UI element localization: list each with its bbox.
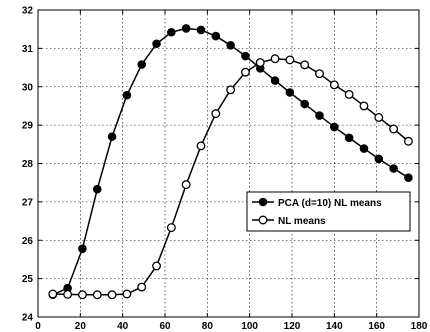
x-tick-label: 120 [284, 321, 301, 332]
data-point [122, 289, 132, 299]
x-axis-ticks: 0 20 40 60 80 100 120 140 160 180 [35, 10, 428, 332]
data-point [226, 85, 236, 95]
data-point [359, 101, 369, 111]
y-tick-label: 24 [22, 313, 34, 324]
data-point [152, 261, 161, 271]
data-point [196, 25, 206, 35]
series-1 [48, 54, 413, 300]
data-point [211, 31, 221, 41]
x-tick-label: 180 [411, 321, 428, 332]
data-point [404, 173, 413, 182]
data-point [166, 223, 176, 233]
data-point [389, 124, 399, 134]
data-point [107, 290, 117, 300]
data-point [241, 51, 250, 61]
y-tick-label: 25 [22, 274, 34, 285]
data-point [270, 54, 280, 64]
data-point [63, 289, 73, 299]
data-point [211, 109, 221, 119]
x-tick-label: 20 [75, 321, 87, 332]
data-point [329, 80, 339, 90]
y-tick-label: 31 [22, 44, 34, 55]
legend: PCA (d=10) NL means NL means [246, 191, 411, 232]
data-point [181, 24, 191, 33]
data-point [403, 136, 413, 146]
x-tick-label: 40 [117, 321, 129, 332]
data-point [344, 133, 354, 143]
data-point [137, 282, 147, 292]
series-0 [48, 24, 413, 300]
data-point [240, 67, 250, 77]
data-point [92, 184, 102, 194]
x-tick-label: 80 [202, 321, 214, 332]
data-point [181, 180, 191, 190]
y-tick-label: 27 [22, 197, 34, 208]
data-point [344, 89, 354, 99]
data-point [300, 99, 310, 109]
y-tick-label: 28 [22, 159, 34, 170]
data-point [285, 55, 295, 65]
data-point [137, 60, 147, 69]
x-tick-label: 140 [326, 321, 343, 332]
data-point [359, 144, 369, 153]
data-point [255, 58, 265, 68]
y-tick-label: 32 [22, 6, 34, 17]
legend-marker-pca [258, 197, 268, 207]
data-point [330, 122, 339, 132]
y-tick-label: 30 [22, 82, 34, 93]
legend-marker-nl [258, 215, 268, 225]
x-tick-label: 60 [159, 321, 171, 332]
legend-entry-pca: PCA (d=10) NL means [252, 197, 382, 209]
data-point [78, 244, 87, 253]
data-point [315, 111, 324, 120]
data-point [48, 289, 58, 299]
data-point [152, 39, 161, 49]
data-point [315, 69, 324, 79]
data-point [300, 60, 310, 70]
legend-box [246, 191, 411, 232]
data-point [285, 88, 295, 97]
data-point [196, 141, 206, 151]
data-point [77, 290, 87, 300]
data-point [374, 154, 384, 164]
y-tick-label: 26 [22, 236, 34, 247]
data-point [226, 41, 235, 50]
legend-label-nl: NL means [278, 216, 326, 227]
x-tick-label: 160 [368, 321, 385, 332]
data-point [270, 76, 280, 85]
x-tick-label: 0 [35, 321, 41, 332]
legend-label-pca: PCA (d=10) NL means [278, 198, 382, 209]
data-point [122, 90, 132, 100]
y-tick-label: 29 [22, 121, 34, 132]
data-point [374, 112, 384, 122]
series-layer [48, 24, 413, 300]
x-tick-label: 100 [241, 321, 258, 332]
data-point [167, 27, 176, 37]
plot-frame [37, 9, 420, 318]
data-point [92, 290, 102, 300]
data-point [389, 164, 398, 173]
legend-entry-nl: NL means [252, 215, 326, 227]
data-point [107, 132, 117, 141]
y-axis-ticks: 24 25 26 27 28 29 30 31 32 [22, 6, 419, 324]
